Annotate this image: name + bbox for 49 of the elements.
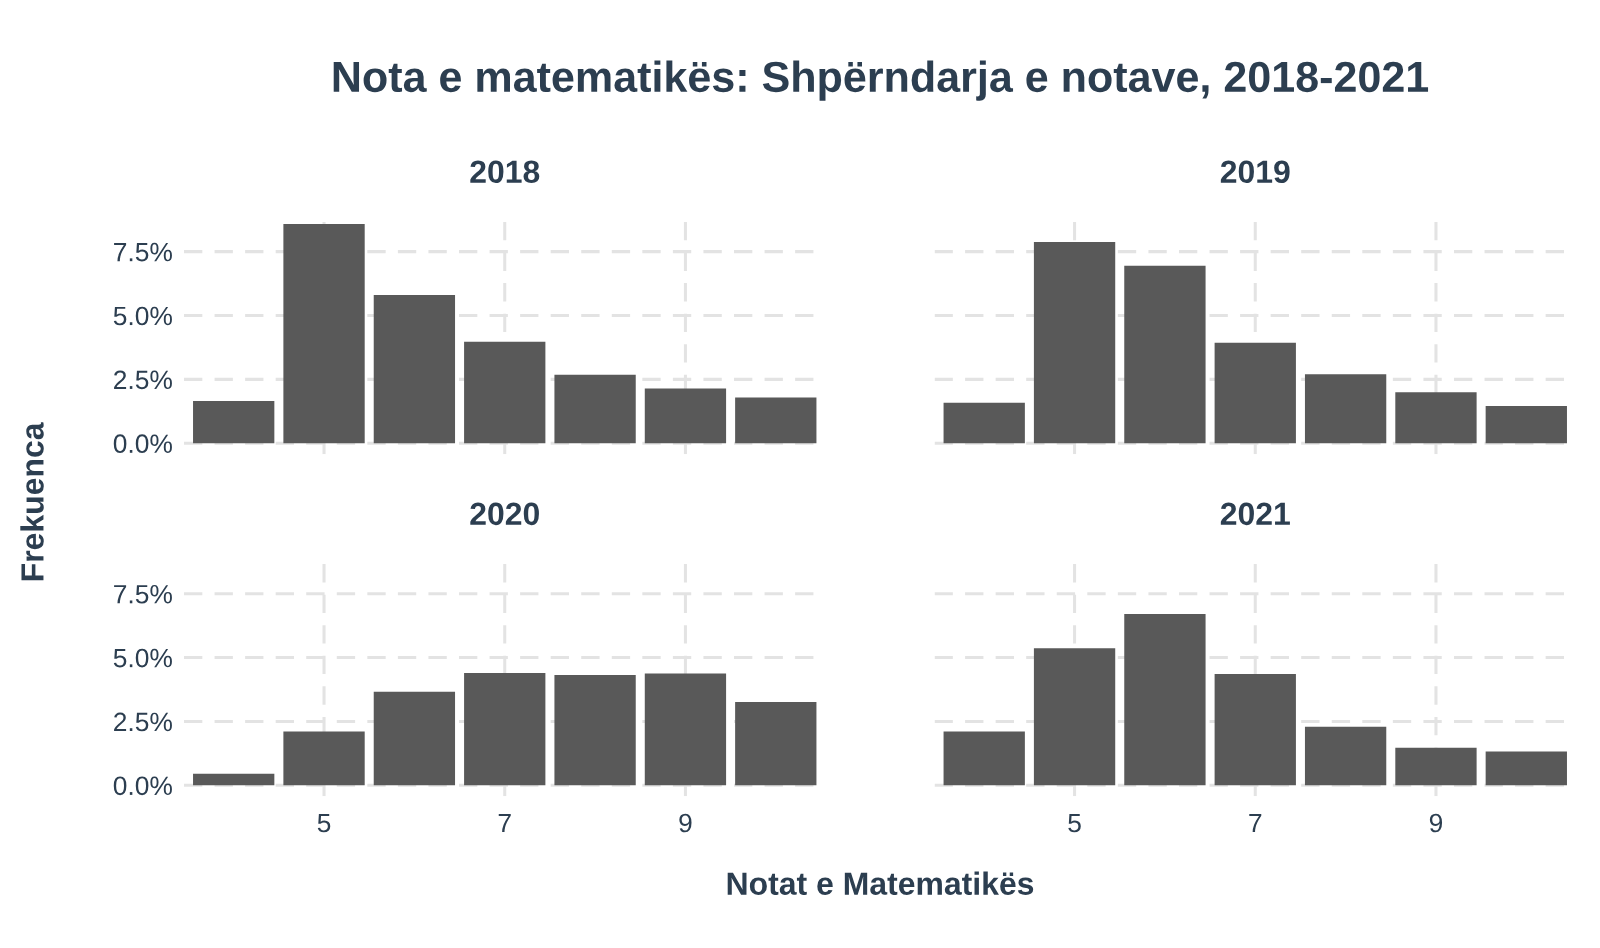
bar <box>1214 673 1296 786</box>
chart-title: 2020 <box>470 502 539 526</box>
x-tick-label: 9 <box>1429 813 1443 833</box>
x-axis-title: Notat e Matematikës <box>727 871 1034 895</box>
x-tick-label: 7 <box>498 813 511 833</box>
bar <box>193 773 275 786</box>
bar <box>735 397 817 444</box>
bar <box>1395 392 1477 444</box>
bar <box>373 691 456 786</box>
y-tick-label: 2.5% <box>114 370 172 390</box>
bar <box>1485 751 1567 786</box>
bar <box>464 672 546 786</box>
x-tick-label: 7 <box>1249 813 1262 833</box>
chart-title: 2019 <box>1220 160 1290 184</box>
x-tick-label: 5 <box>317 813 331 833</box>
bar <box>554 374 636 444</box>
x-tick-label: 9 <box>679 813 692 833</box>
y-tick-label: 2.5% <box>114 712 172 732</box>
y-tick-label: 7.5% <box>114 242 172 262</box>
bar <box>644 673 727 786</box>
text: Nota e matematikës: Shpërndarja e notave, 2018-2021 <box>333 60 1429 101</box>
x-tick-label: 5 <box>1068 813 1081 833</box>
bar <box>1304 726 1387 786</box>
y-axis-title: Frekuenca <box>20 422 44 581</box>
y-tick-label: 5.0% <box>113 648 172 668</box>
bar <box>1033 241 1116 444</box>
bar <box>943 402 1025 444</box>
bar <box>554 674 636 786</box>
y-tick-label: 5.0% <box>113 306 172 326</box>
bar <box>735 702 817 786</box>
y-tick-label: 0.0% <box>113 434 172 454</box>
bar <box>464 341 546 444</box>
bar <box>943 731 1025 786</box>
bar <box>373 295 456 444</box>
chart-title: 2021 <box>1220 502 1290 526</box>
bar <box>1485 405 1567 444</box>
bar <box>644 388 727 444</box>
bar <box>1395 747 1477 786</box>
y-tick-label: 7.5% <box>114 584 172 604</box>
bar <box>283 224 365 444</box>
bar <box>1124 265 1206 444</box>
bar <box>1304 374 1387 444</box>
y-tick-label: 0.0% <box>113 776 172 796</box>
chart-title: 2018 <box>470 160 540 184</box>
bar <box>1124 613 1206 786</box>
bar <box>1214 342 1296 444</box>
bar <box>193 401 275 444</box>
bar <box>1033 648 1116 786</box>
bar <box>283 731 365 786</box>
